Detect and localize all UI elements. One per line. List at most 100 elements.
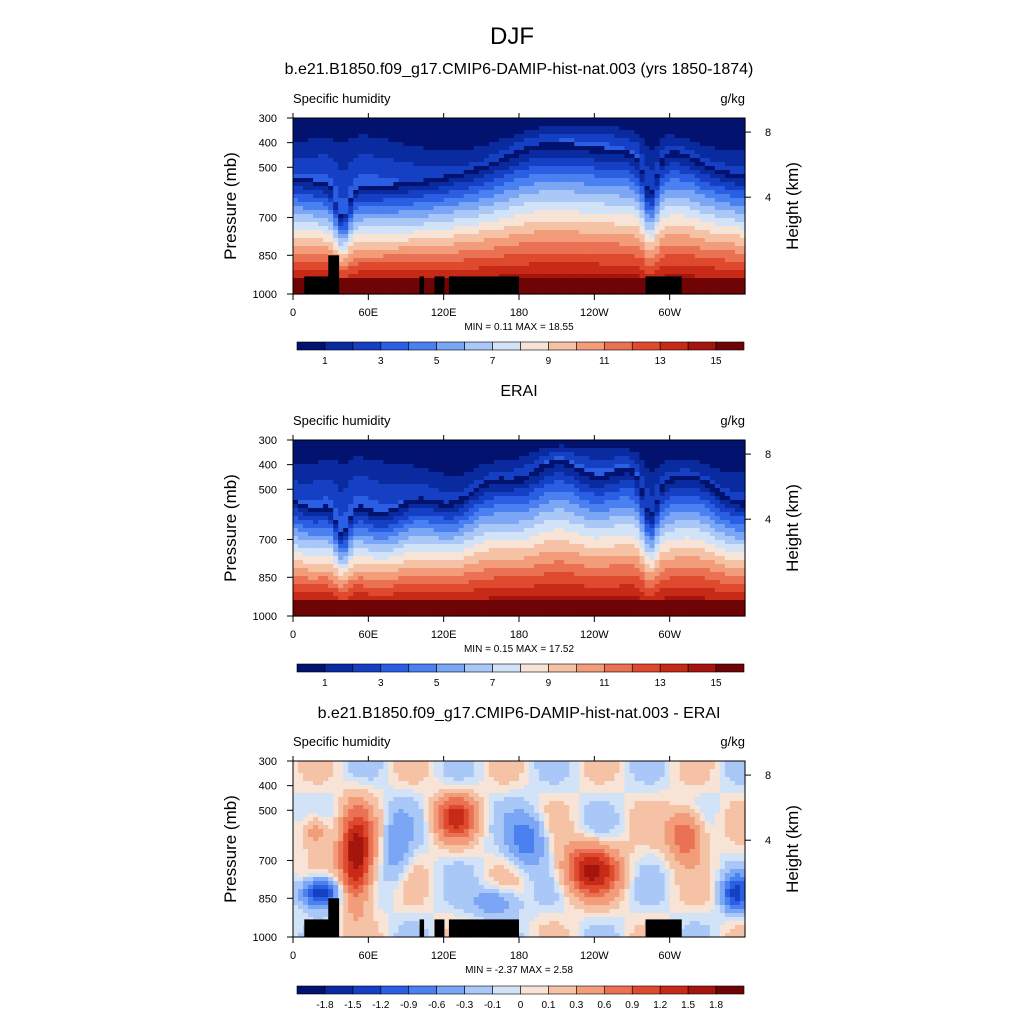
field-cell <box>739 118 746 123</box>
field-cell <box>303 488 309 493</box>
field-cell <box>388 134 395 139</box>
field-cell <box>438 274 445 279</box>
field-cell <box>513 238 520 243</box>
field-cell <box>303 254 309 259</box>
field-cell <box>498 234 505 239</box>
field-cell <box>594 270 600 275</box>
field-cell <box>388 472 395 477</box>
field-cell <box>388 576 395 581</box>
field-cell <box>383 540 390 545</box>
field-cell <box>343 572 349 577</box>
field-cell <box>338 190 344 195</box>
field-cell <box>463 250 470 255</box>
field-cell <box>483 170 490 175</box>
field-cell <box>508 138 515 143</box>
field-cell <box>378 282 384 287</box>
field-cell <box>388 146 395 151</box>
field-cell <box>684 190 691 195</box>
field-cell <box>368 190 374 195</box>
field-cell <box>609 130 616 135</box>
field-cell <box>393 166 400 171</box>
field-cell <box>353 126 359 131</box>
field-cell <box>308 556 314 561</box>
field-cell <box>609 126 616 131</box>
field-cell <box>559 214 565 219</box>
field-cell <box>664 238 671 243</box>
field-cell <box>559 234 565 239</box>
field-cell <box>619 194 626 199</box>
field-cell <box>378 592 384 597</box>
field-cell <box>559 146 565 151</box>
field-cell <box>684 278 691 283</box>
field-cell <box>483 206 490 211</box>
field-cell <box>609 246 616 251</box>
field-cell <box>383 274 390 279</box>
field-cell <box>453 262 460 267</box>
field-cell <box>739 162 746 167</box>
field-cell <box>604 238 610 243</box>
field-cell <box>468 174 475 179</box>
field-cell <box>694 290 701 295</box>
field-cell <box>714 206 721 211</box>
field-cell <box>498 194 505 199</box>
field-cell <box>438 170 445 175</box>
field-cell <box>413 146 420 151</box>
field-cell <box>348 528 354 533</box>
field-cell <box>328 226 334 231</box>
colorbar-swatch <box>715 341 745 351</box>
field-cell <box>534 210 540 215</box>
field-cell <box>564 166 570 171</box>
field-cell <box>614 122 621 127</box>
field-cell <box>498 254 505 259</box>
field-cell <box>554 186 560 191</box>
field-cell <box>519 254 525 259</box>
field-cell <box>438 210 445 215</box>
field-cell <box>599 162 605 167</box>
field-cell <box>619 258 626 263</box>
field-cell <box>343 504 349 509</box>
field-cell <box>473 174 480 179</box>
field-cell <box>669 270 676 275</box>
field-cell <box>408 282 415 287</box>
field-cell <box>579 210 585 215</box>
field-cell <box>348 504 354 509</box>
field-cell <box>729 254 736 259</box>
field-cell <box>423 174 430 179</box>
field-cell <box>333 456 339 461</box>
field-cell <box>318 516 324 521</box>
field-cell <box>373 266 379 271</box>
field-cell <box>358 612 364 617</box>
field-cell <box>594 162 600 167</box>
field-cell <box>368 460 374 465</box>
field-cell <box>388 226 395 231</box>
field-cell <box>403 158 410 163</box>
field-cell <box>348 206 354 211</box>
field-cell <box>684 126 691 131</box>
field-cell <box>574 150 580 155</box>
field-cell <box>343 230 349 235</box>
field-cell <box>529 126 535 131</box>
field-cell <box>418 130 425 135</box>
field-cell <box>363 210 369 215</box>
field-cell <box>308 118 314 123</box>
field-cell <box>534 282 540 287</box>
field-cell <box>318 230 324 235</box>
field-cell <box>453 274 460 279</box>
field-cell <box>438 190 445 195</box>
field-cell <box>303 512 309 517</box>
field-cell <box>634 214 641 219</box>
field-cell <box>343 182 349 187</box>
field-cell <box>483 186 490 191</box>
field-cell <box>388 138 395 143</box>
field-cell <box>363 178 369 183</box>
field-cell <box>323 270 329 275</box>
field-cell <box>298 572 304 577</box>
field-cell <box>438 186 445 191</box>
field-cell <box>584 198 590 203</box>
field-cell <box>478 246 485 251</box>
field-cell <box>318 564 324 569</box>
field-cell <box>529 150 535 155</box>
field-cell <box>323 162 329 167</box>
field-cell <box>478 122 485 127</box>
field-cell <box>398 532 405 537</box>
